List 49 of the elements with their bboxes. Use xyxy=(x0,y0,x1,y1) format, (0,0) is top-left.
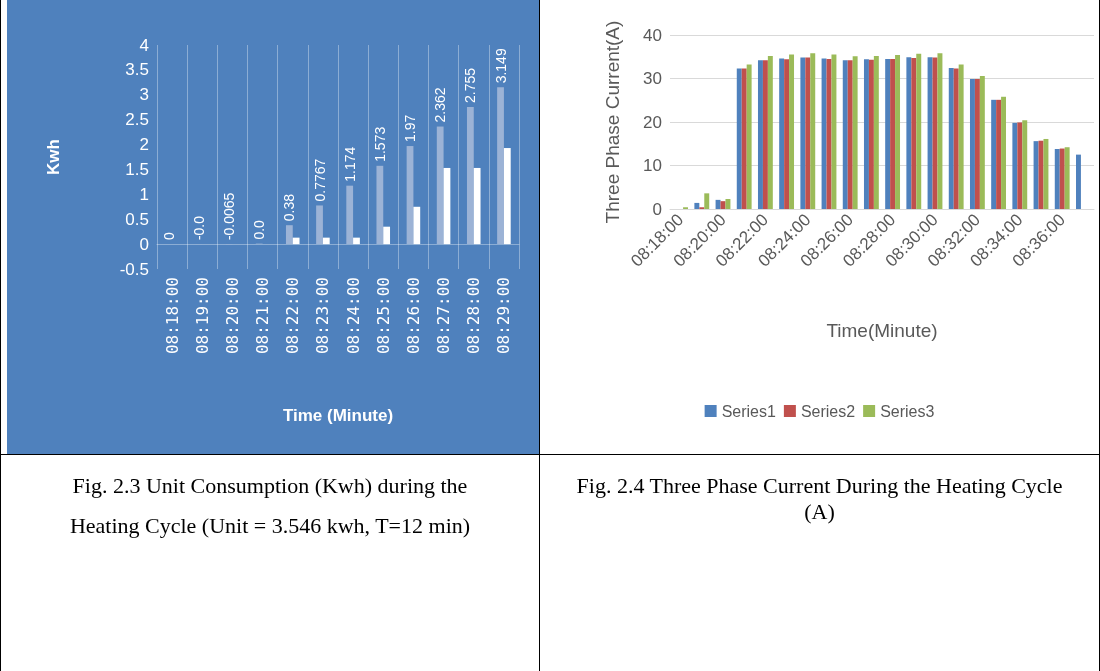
data-label: 2.755 xyxy=(462,67,479,103)
x-axis-title: Time(Minute) xyxy=(826,320,938,341)
y-tick-label: 2 xyxy=(139,135,149,155)
x-tick-label: 08:22:00 xyxy=(283,277,303,355)
y-tick-label: 0 xyxy=(139,234,149,254)
caption: Fig. 2.4 Three Phase Current During the Heating Cycle (A) xyxy=(575,473,1064,525)
y-tick-label: 0 xyxy=(652,199,662,219)
data-label: 0.7767 xyxy=(311,158,328,202)
data-label: 0.0 xyxy=(251,219,268,240)
y-axis-title: Three Phase Current(A) xyxy=(602,20,623,224)
x-tick-label: 08:20:00 xyxy=(222,277,242,355)
x-tick-label: 08:29:00 xyxy=(494,277,514,355)
x-axis-title: Time (Minute) xyxy=(282,406,394,425)
y-tick-label: 2.5 xyxy=(125,110,149,130)
x-tick-label: 08:21:00 xyxy=(253,277,273,355)
data-label: 3.149 xyxy=(492,48,509,84)
x-tick-label: 08:25:00 xyxy=(373,277,393,355)
data-label: 2.362 xyxy=(432,87,449,123)
x-tick-label: 08:24:00 xyxy=(343,277,363,355)
x-tick-label: 08:27:00 xyxy=(434,277,454,355)
x-tick-label: 08:23:00 xyxy=(313,277,333,355)
y-axis-title: Kwh xyxy=(44,139,63,175)
y-tick-label: 1.5 xyxy=(125,159,149,179)
y-tick-label: 0.5 xyxy=(125,209,149,229)
text: Heating Cycle (Unit = 3.546 kwh, T=12 min) xyxy=(68,513,472,539)
legend-label: Series1 xyxy=(721,402,776,420)
data-label: 0.38 xyxy=(281,193,298,222)
data-label: 1.97 xyxy=(402,114,419,143)
y-tick-label: 4 xyxy=(139,35,149,55)
x-tick-label: 08:28:00 xyxy=(464,277,484,355)
y-tick-label: 30 xyxy=(643,69,662,88)
y-tick-label: 40 xyxy=(643,25,662,45)
data-label: 0 xyxy=(160,232,177,241)
legend-label: Series3 xyxy=(880,402,935,420)
y-tick-label: 3.5 xyxy=(125,60,149,80)
x-tick-label: 08:26:00 xyxy=(403,277,423,355)
y-tick-label: 1 xyxy=(139,184,149,204)
data-label: -0.0065 xyxy=(221,192,238,241)
y-tick-label: 10 xyxy=(643,156,662,175)
x-tick-label: 08:19:00 xyxy=(192,277,212,355)
caption: Fig. 2.3 Unit Consumption (Kwh) during the xyxy=(71,473,469,499)
y-tick-label: -0.5 xyxy=(119,259,149,279)
data-label: 1.573 xyxy=(371,126,388,162)
legend-label: Series2 xyxy=(800,402,856,420)
y-tick-label: 20 xyxy=(643,112,662,132)
y-tick-label: 3 xyxy=(139,85,149,105)
data-label: -0.0 xyxy=(190,215,207,241)
x-tick-label: 08:18:00 xyxy=(162,277,182,355)
data-label: 1.174 xyxy=(341,146,358,182)
